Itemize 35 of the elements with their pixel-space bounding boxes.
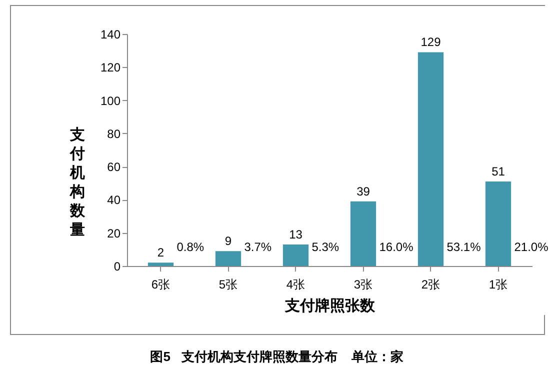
y-tick-label: 80 [107, 126, 121, 141]
bar [148, 262, 174, 266]
y-tick-label: 0 [114, 260, 121, 274]
x-tick-label: 3张 [354, 278, 373, 292]
text: 图5 支付机构支付牌照数量分布 单位：家 [149, 348, 405, 366]
bar [282, 244, 309, 266]
annotation: 53.1% [446, 240, 482, 254]
x-axis-title: 支付牌照张数 [284, 298, 376, 314]
x-tick-label: 4张 [286, 278, 306, 292]
bar [215, 251, 242, 266]
y-tick-label: 100 [100, 94, 121, 108]
data-label: 2 [157, 246, 164, 260]
y-tick-label: 60 [107, 160, 121, 174]
data-label: 13 [289, 227, 303, 242]
y-tick-label: 20 [107, 226, 121, 240]
y-tick-label: 120 [100, 60, 121, 75]
data-label: 129 [420, 35, 442, 50]
annotation: 5.3% [312, 240, 340, 254]
bar [485, 181, 512, 266]
bar [350, 201, 376, 266]
y-tick-label: 140 [100, 28, 121, 42]
annotation: 21.0% [514, 240, 549, 254]
x-tick-label: 2张 [421, 278, 440, 292]
annotation: 0.8% [176, 240, 204, 254]
y-axis-title: 支付机构数量 [69, 126, 86, 238]
annotation: 16.0% [379, 240, 414, 254]
y-tick-label: 40 [107, 193, 121, 208]
data-label: 39 [356, 184, 370, 198]
data-label: 9 [224, 234, 232, 248]
x-tick-label: 5张 [218, 278, 238, 292]
x-tick-label: 6张 [151, 278, 170, 292]
x-tick-label: 1张 [488, 278, 508, 292]
bar [418, 52, 444, 266]
annotation: 3.7% [244, 240, 272, 254]
data-label: 51 [492, 164, 506, 178]
